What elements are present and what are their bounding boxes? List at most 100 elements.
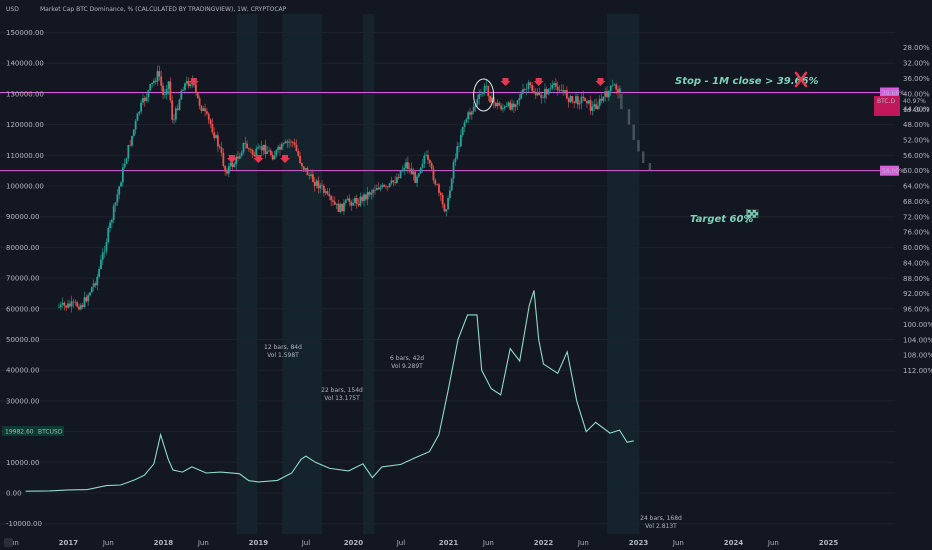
btcd-candle: [189, 84, 192, 87]
btcusd-line[interactable]: [25, 290, 634, 492]
btcd-candle: [273, 155, 276, 160]
btcd-candle: [103, 251, 106, 253]
btcd-candle: [268, 150, 270, 152]
btcd-candle: [286, 141, 289, 143]
btcd-candle: [343, 202, 345, 212]
btcd-candle: [474, 104, 477, 107]
btcd-candle: [470, 111, 473, 115]
btcd-candle: [467, 112, 470, 120]
btcd-candle: [529, 82, 532, 86]
btcd-candle: [430, 163, 433, 169]
btcd-candle: [591, 106, 594, 111]
btcd-candle: [105, 242, 108, 252]
btcd-candle: [238, 156, 241, 159]
btcd-candle: [293, 142, 296, 145]
btcd-candle: [509, 102, 512, 110]
left-tick-label: 70000.00: [6, 275, 39, 283]
btcd-candle: [207, 113, 210, 120]
btcd-candle: [463, 122, 466, 127]
btcd-candle: [560, 90, 563, 91]
logo-box: [4, 538, 13, 547]
btcd-candle: [456, 146, 459, 159]
btcd-candle: [248, 148, 250, 150]
btcd-candle: [202, 108, 205, 111]
flag-square: [755, 214, 759, 218]
btcd-candle: [328, 194, 331, 197]
btcd-candle: [147, 90, 150, 98]
btcd-candle: [317, 180, 320, 189]
btcd-candle: [153, 80, 155, 83]
btcd-candle: [220, 147, 223, 153]
resistance-arrow-icon: [533, 78, 544, 86]
btcd-candle: [394, 182, 396, 183]
btcd-candle: [396, 177, 398, 183]
btcd-candle: [410, 168, 413, 175]
btcd-candle: [414, 171, 417, 183]
btcd-candle: [74, 301, 77, 303]
period-vol-2: Vol 13.175T: [324, 395, 360, 402]
btcd-candle: [145, 97, 148, 102]
btcd-projection-candle: [627, 109, 631, 125]
red-x-icon: [794, 71, 808, 88]
btcd-candle: [335, 203, 338, 205]
x-tick-label: 2019: [249, 539, 269, 547]
btcd-candle: [377, 188, 380, 190]
btcusd-name: BTCUSD: [38, 429, 63, 436]
btcd-candle: [368, 192, 371, 195]
btcd-candle: [476, 98, 479, 105]
flag-square: [752, 214, 756, 218]
flag-square: [752, 209, 756, 213]
btcusd-last-value: 19982.60: [5, 429, 34, 436]
btcd-candle: [262, 144, 265, 151]
btcd-candle: [613, 84, 616, 86]
btcd-candle: [134, 120, 137, 130]
btcd-candle: [399, 171, 402, 179]
period-label-1: 12 bars, 84d: [264, 344, 302, 351]
left-tick-label: 140000.00: [6, 60, 44, 68]
btcd-candle: [573, 101, 576, 103]
right-tick-label: 36.00%: [903, 75, 930, 83]
btcd-candle: [522, 89, 524, 94]
btcd-candle: [540, 94, 543, 98]
btcd-candle: [138, 111, 141, 114]
flag-square: [755, 212, 759, 216]
right-tick-label: 112.00%: [903, 367, 932, 375]
flag-square: [750, 209, 754, 213]
btcd-candle: [483, 86, 486, 94]
btcd-candle: [392, 180, 395, 183]
btcd-candle: [406, 162, 409, 169]
btcd-last-value: 40.97%: [903, 98, 926, 105]
btcd-candle: [209, 119, 212, 124]
btcd-candle: [485, 85, 488, 87]
x-tick-label: Jun: [672, 539, 684, 547]
x-tick-label: 2024: [724, 539, 744, 547]
flag-square: [750, 212, 754, 216]
btcd-candle: [310, 174, 312, 176]
btcd-candle: [525, 89, 528, 90]
stop-line-axis-label: 39.66%: [882, 90, 905, 97]
right-tick-label: 52.00%: [903, 136, 930, 144]
btcd-candle: [118, 186, 121, 195]
btcd-candle: [58, 307, 60, 308]
btcd-candle: [598, 98, 601, 106]
btcd-candle: [439, 192, 442, 196]
btcd-candle: [379, 187, 382, 190]
btcd-candle: [244, 142, 247, 144]
btcd-candle: [92, 283, 95, 288]
btcd-candle: [337, 203, 340, 212]
right-tick-label: 92.00%: [903, 290, 930, 298]
btcd-candle: [489, 96, 492, 103]
btcd-candle: [609, 85, 612, 91]
btcd-candle: [169, 81, 172, 101]
x-tick-label: Jun: [767, 539, 779, 547]
x-tick-label: Jun: [577, 539, 589, 547]
stop-line-axis-tag: [880, 87, 899, 98]
period-vol-1: Vol 1.598T: [267, 352, 299, 359]
btcd-candle: [523, 89, 526, 90]
resistance-arrow-icon: [226, 155, 237, 163]
btcd-candle: [253, 154, 256, 157]
btcd-candle: [556, 86, 559, 91]
btcd-candle: [375, 188, 378, 191]
btcd-candle: [452, 161, 455, 179]
